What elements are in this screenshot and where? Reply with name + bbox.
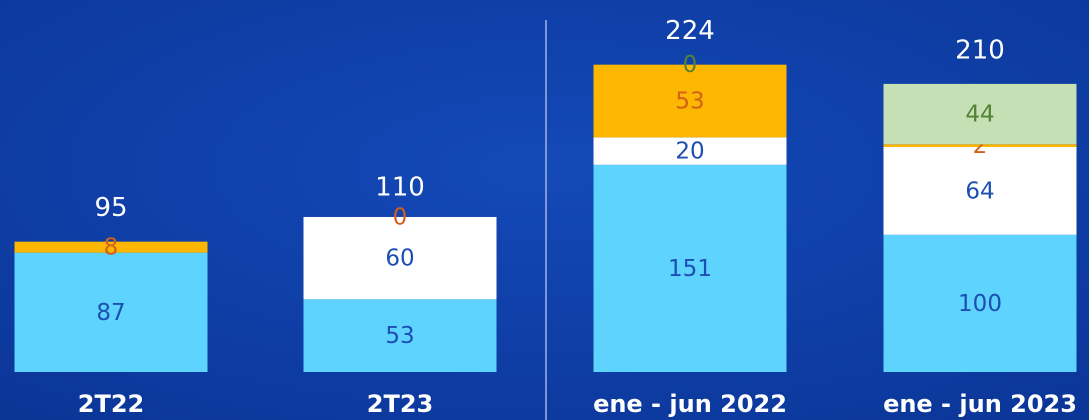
bar-segment	[883, 146, 1077, 235]
segment-label: 64	[965, 178, 994, 204]
segment-label: 53	[385, 323, 414, 349]
segment-label: 87	[96, 300, 125, 326]
segment-label: 44	[965, 102, 994, 128]
bar-segment	[303, 216, 497, 300]
bar-segment	[14, 241, 208, 253]
bar-segment	[883, 83, 1077, 145]
category-label: ene - jun 2022	[593, 390, 787, 418]
segment-label: 8	[104, 235, 119, 261]
bar-segment	[593, 164, 787, 372]
total-label: 110	[375, 173, 425, 203]
segment-label: 20	[675, 139, 704, 165]
segment-label: 0	[683, 52, 698, 78]
total-label: 95	[94, 193, 127, 223]
bar-segment	[883, 234, 1077, 372]
bar-segment	[303, 299, 497, 372]
category-label: 2T23	[367, 390, 433, 418]
category-label: ene - jun 2023	[883, 390, 1077, 418]
bar-segment	[14, 252, 208, 372]
bar-segment	[593, 137, 787, 165]
bar-segment	[883, 144, 1077, 147]
bar-segment	[593, 64, 787, 138]
total-label: 224	[665, 16, 715, 46]
segment-label: 0	[393, 204, 408, 230]
segment-label: 151	[668, 256, 712, 282]
segment-label: 100	[958, 291, 1002, 317]
segment-label: 60	[385, 246, 414, 272]
segment-label: 53	[675, 89, 704, 115]
category-label: 2T22	[78, 390, 144, 418]
total-label: 210	[955, 35, 1005, 65]
